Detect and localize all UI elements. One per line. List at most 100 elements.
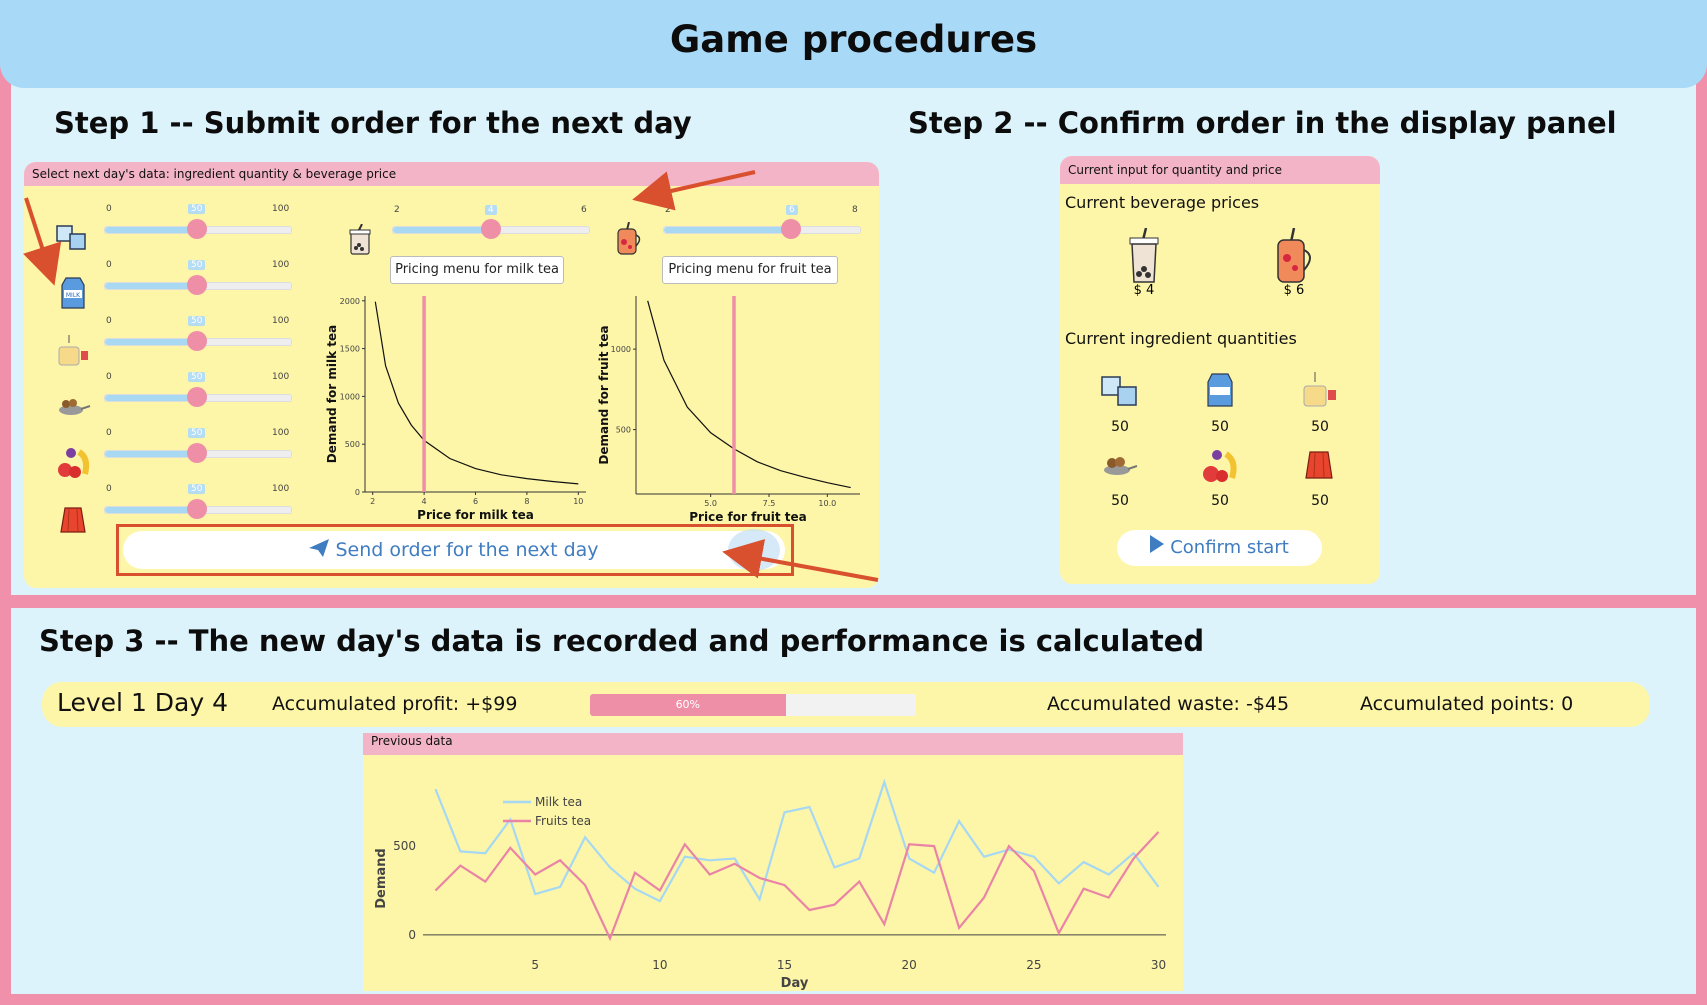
ingredient-slider-fill [105,339,198,345]
ingredient-slider-fill [105,507,198,513]
tea-quantity: 50 [1311,419,1329,435]
ingredient-slider-fill [105,451,198,457]
tea-bag-icon [58,335,88,366]
ingredient-slider-min: 0 [106,204,112,214]
history-x-tick-label: 30 [1151,958,1166,972]
step3-heading: Step 3 -- The new day's data is recorded… [39,624,1205,658]
ingredient-slider-value: 50 [188,316,206,326]
fruit-price-handle[interactable] [781,219,801,239]
ingredient-slider-max: 100 [272,204,290,214]
milk-tea-demand-chart: 2 4 6 8 10 0 500 1000 1500 2000 Price for milk tea… [322,284,592,524]
ingredient-slider-min: 0 [106,372,112,382]
milk-chart-x-tick-label: 6 [473,497,478,506]
milk-chart-x-tick-label: 4 [422,497,427,506]
accumulated-points: Accumulated points: 0 [1360,693,1574,715]
ingredient-slider-min: 0 [106,484,112,494]
order-panel-title: Select next day's data: ingredient quant… [24,162,879,186]
ice-cubes-icon [1101,376,1137,406]
ice-quantity: 50 [1111,419,1129,435]
milk-carton-icon [1207,373,1233,407]
ingredient-slider-max: 100 [272,260,290,270]
milk-tea-icon [1129,228,1159,283]
fruit-tea-icon [1277,228,1311,283]
ingredient-slider-handle[interactable] [187,499,207,519]
milk-chart-x-tick-label: 2 [370,497,375,506]
milk-chart-y-tick-label: 1500 [340,345,360,354]
fruit-price-fill [664,227,792,233]
fruit-price-value: 6 [786,205,798,215]
ingredient-slider-value: 50 [188,428,206,438]
prices-heading: Current beverage prices [1065,193,1260,212]
ingredient-slider-handle[interactable] [187,331,207,351]
fruit-chart-y-tick-label: 1000 [611,345,631,354]
display-panel: Current input for quantity and price [1060,156,1380,584]
history-series-line [434,778,1160,903]
history-x-tick-label: 25 [1026,958,1041,972]
milk-price-handle[interactable] [481,219,501,239]
milk-chart-x-label: Price for milk tea [417,508,534,522]
jelly-icon [60,507,86,533]
ingredient-slider-fill [105,395,198,401]
send-order-highlight [116,524,794,576]
milk-price-fill [393,227,491,233]
ingredient-slider-handle[interactable] [187,443,207,463]
milk-tea-icon [349,224,371,255]
confirm-start-button[interactable]: Confirm start [1117,530,1322,566]
pearls-quantity: 50 [1111,493,1129,509]
jelly-icon [1305,451,1333,479]
history-legend-label: Fruits tea [535,814,591,828]
accumulated-profit: Accumulated profit: +$99 [272,693,518,715]
step1-heading: Step 1 -- Submit order for the next day [54,106,692,140]
click-ripple [728,529,780,571]
milk-chart-x-tick-label: 8 [524,497,529,506]
milk-carton-icon: MILK [61,277,85,309]
fruit-price-max: 8 [852,205,858,215]
fruit-tea-current-price: $ 6 [1283,283,1305,298]
milk-chart-x-tick-label: 10 [573,497,583,506]
previous-data-panel: Previous data [363,733,1183,991]
ingredient-slider-max: 100 [272,428,290,438]
ingredient-slider-max: 100 [272,484,290,494]
send-order-button[interactable]: Send order for the next day [123,531,785,569]
fruit-chart-y-label: Demand for fruit tea [597,325,611,464]
fruits-icon [1203,450,1237,482]
tapioca-pearls-icon [59,399,91,415]
milk-chart-demand-curve [374,301,579,485]
paper-plane-icon [309,532,330,570]
previous-data-title: Previous data [363,733,1183,755]
history-series-line [434,831,1160,942]
milk-chart-y-tick-label: 2000 [340,297,360,306]
fruit-tea-demand-chart: 5.0 7.5 10.0 500 1000 Price for fruit tea Dema… [594,284,866,524]
ingredient-slider-max: 100 [272,372,290,382]
pricing-menu-fruit-tea-button[interactable]: Pricing menu for fruit tea [662,256,838,284]
ingredient-slider-min: 0 [106,316,112,326]
ingredient-slider-handle[interactable] [187,387,207,407]
fruit-chart-x-label: Price for fruit tea [689,510,807,524]
ice-cubes-icon [56,225,86,250]
fruit-chart-x-tick-label: 5.0 [704,499,717,508]
ingredient-slider-handle[interactable] [187,275,207,295]
milk-chart-y-tick-label: 500 [345,440,360,449]
confirm-start-label: Confirm start [1170,537,1289,558]
fruit-chart-x-tick-label: 7.5 [763,499,776,508]
history-x-tick-label: 15 [777,958,792,972]
ingredient-slider-handle[interactable] [187,219,207,239]
history-x-tick-label: 10 [652,958,667,972]
ingredient-slider-value: 50 [188,260,206,270]
page-title: Game procedures [669,18,1038,61]
jelly-quantity: 50 [1311,493,1329,509]
history-y-tick-label: 500 [393,839,416,853]
fruit-tea-icon [617,222,641,255]
level-day-label: Level 1 Day 4 [57,688,229,717]
milk-tea-current-price: $ 4 [1133,283,1155,298]
pricing-menu-milk-tea-button[interactable]: Pricing menu for milk tea [390,256,564,284]
ingredient-slider-min: 0 [106,428,112,438]
history-legend-label: Milk tea [535,795,582,809]
tea-bag-icon [1303,372,1336,407]
quantities-heading: Current ingredient quantities [1065,329,1297,348]
send-order-label: Send order for the next day [335,539,599,561]
progress-fill: 60% [590,694,786,716]
ingredient-slider-fill [105,283,198,289]
play-icon [1150,530,1165,566]
step2-heading: Step 2 -- Confirm order in the display p… [908,106,1617,140]
